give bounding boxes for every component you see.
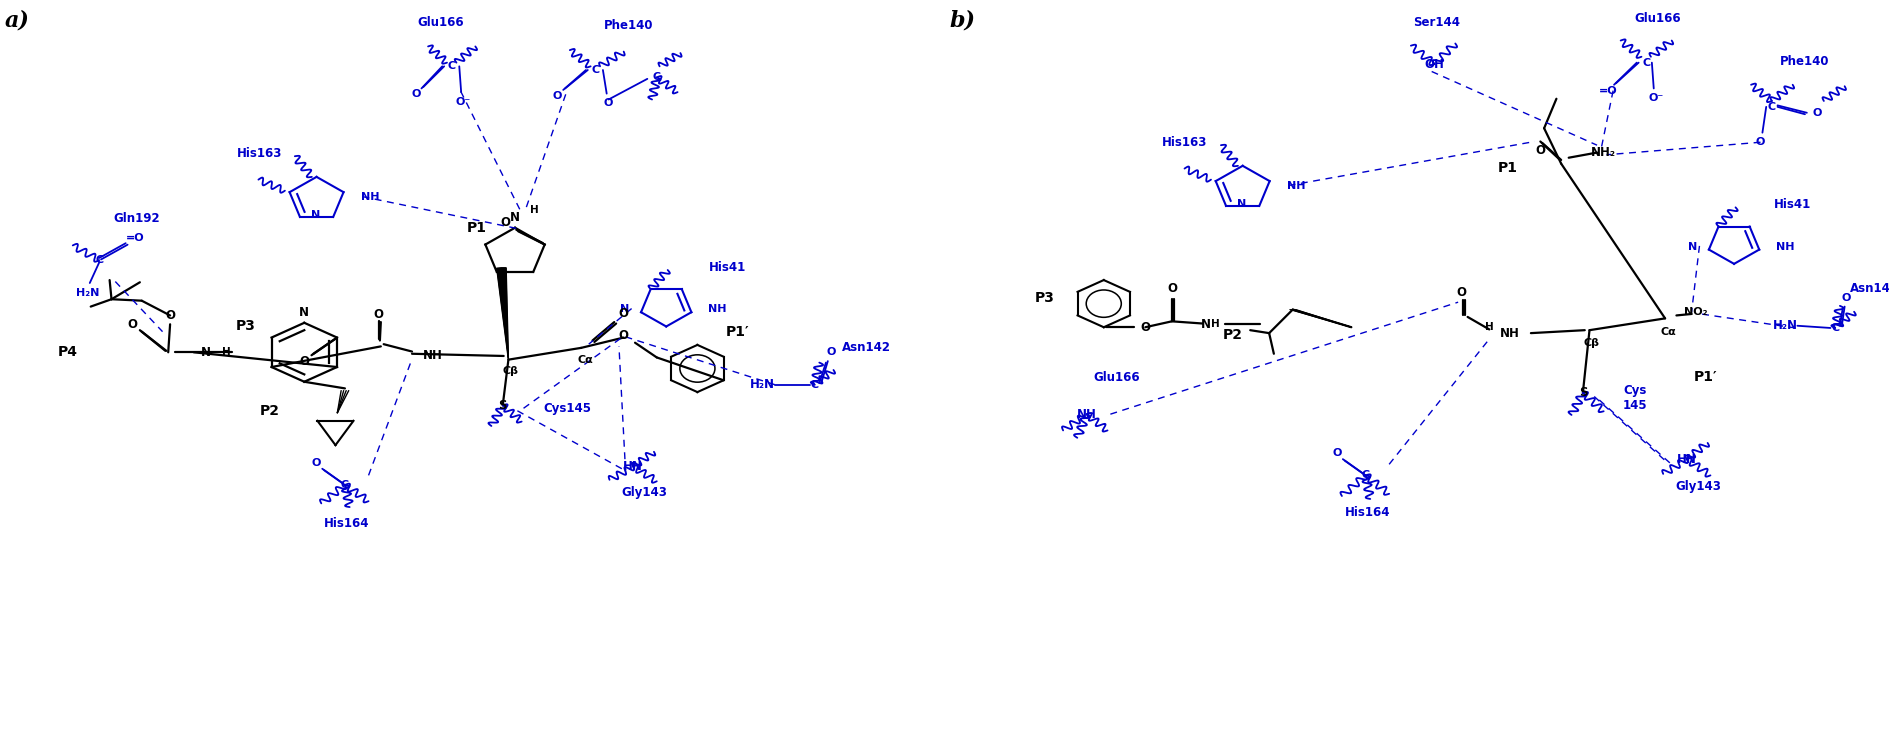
Text: C: C [1766,102,1776,112]
Text: N: N [620,304,629,314]
Text: N: N [1235,199,1245,209]
Text: O⁻: O⁻ [455,97,470,107]
Text: O: O [1455,286,1466,299]
Text: C: C [810,380,818,390]
Text: Asn142: Asn142 [1849,282,1889,296]
Text: b): b) [948,10,975,32]
Text: Ser144: Ser144 [1413,15,1458,29]
Text: Glu166: Glu166 [417,15,463,29]
Text: O: O [1139,321,1150,334]
Text: Cα: Cα [1660,326,1676,337]
Text: P3: P3 [1033,292,1054,305]
Text: His41: His41 [1774,198,1810,212]
Text: H₂N: H₂N [750,378,774,391]
Text: O⁻: O⁻ [1647,93,1662,103]
Text: Cα: Cα [576,354,593,365]
Text: H: H [529,205,538,215]
Text: N: N [510,211,519,224]
Text: C: C [1642,57,1649,68]
Text: NH: NH [361,192,380,202]
Text: O: O [298,354,308,368]
Text: NO₂: NO₂ [1683,307,1706,318]
Text: O: O [553,91,561,101]
Text: C: C [448,61,455,71]
Text: O: O [501,216,510,229]
Text: H₂N: H₂N [76,288,100,298]
Text: Glu166: Glu166 [1094,371,1139,384]
Text: =O: =O [1598,85,1617,96]
Text: P2: P2 [1222,329,1243,342]
Text: NH: NH [423,349,442,362]
Text: Asn142: Asn142 [842,341,890,354]
Text: O: O [618,307,629,320]
Text: O: O [827,346,835,357]
Text: Gly143: Gly143 [621,486,667,499]
Text: H: H [223,347,230,357]
Text: HN: HN [623,460,642,473]
Text: O: O [604,98,612,108]
Text: Phe140: Phe140 [1779,55,1829,68]
Text: His164: His164 [1343,506,1390,519]
Text: S: S [499,399,506,412]
Text: O: O [312,458,321,468]
Text: NH: NH [1500,326,1519,340]
Text: O: O [1332,448,1341,458]
Text: C: C [591,65,599,75]
Text: Cβ: Cβ [1583,338,1598,349]
Text: O: O [164,309,176,322]
Text: NH: NH [708,304,727,314]
Text: C: C [652,72,661,83]
Text: P3: P3 [236,319,255,332]
Text: N: N [1687,242,1696,251]
Text: O: O [1842,293,1849,304]
Text: O: O [1534,144,1545,157]
Text: H: H [1211,319,1218,329]
Text: =O: =O [127,233,144,243]
Text: Gly143: Gly143 [1674,480,1721,493]
Text: N: N [200,346,212,359]
Text: C: C [340,480,349,490]
Text: HN: HN [1676,453,1696,466]
Text: Glu166: Glu166 [1634,12,1679,25]
Text: N: N [1200,318,1211,331]
Text: NH: NH [1077,408,1096,421]
Text: NH₂: NH₂ [1591,146,1615,159]
Text: O: O [412,89,419,99]
Text: O: O [1755,137,1764,147]
Text: Cys
145: Cys 145 [1621,384,1647,412]
Text: H: H [1485,322,1492,332]
Text: a): a) [4,10,30,32]
Text: P1′: P1′ [725,325,748,338]
Text: C: C [1830,323,1838,333]
Text: H₂N: H₂N [1772,319,1796,332]
Text: His164: His164 [323,517,370,530]
Text: Cβ: Cβ [502,366,518,377]
Text: Gln192: Gln192 [113,212,161,225]
Text: O: O [127,318,138,331]
Text: Phe140: Phe140 [603,19,654,32]
Polygon shape [497,268,508,360]
Text: P4: P4 [59,346,77,359]
Text: NH: NH [1286,181,1305,191]
Text: O: O [1167,282,1177,296]
Text: O: O [618,329,629,342]
Text: C: C [94,255,104,265]
Text: P1: P1 [1496,161,1517,175]
Text: OH: OH [1424,57,1443,71]
Text: P1′: P1′ [1693,371,1717,384]
Text: NH: NH [1776,242,1795,251]
Text: O: O [372,308,383,321]
Text: P1: P1 [467,222,487,235]
Text: His41: His41 [708,261,746,274]
Text: N: N [298,306,310,319]
Text: O: O [1812,108,1821,118]
Text: S: S [1577,386,1587,399]
Text: P2: P2 [259,405,280,418]
Text: His163: His163 [236,147,283,160]
Text: N: N [310,210,319,220]
Text: Cys145: Cys145 [542,402,591,415]
Text: His163: His163 [1160,136,1207,149]
Text: C: C [1360,470,1370,481]
